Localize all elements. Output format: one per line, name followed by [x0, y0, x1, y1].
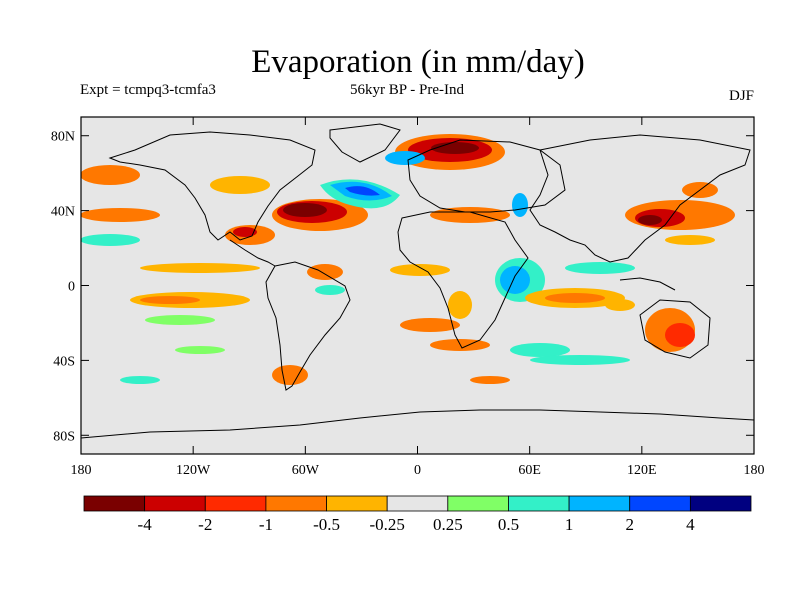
- coastline-maritime-asia: [619, 277, 676, 291]
- colorbar-swatch: [386, 495, 449, 512]
- colorbar-label: 0.5: [498, 515, 519, 534]
- colorbar-label: -0.5: [313, 515, 340, 534]
- colorbar-swatch: [568, 495, 631, 512]
- field-patch: [175, 346, 225, 354]
- period-label: 56kyr BP - Pre-Ind: [350, 82, 465, 98]
- map-background: [81, 117, 754, 454]
- lat-tick-label: 80S: [53, 429, 75, 444]
- lon-tick-label: 0: [414, 463, 421, 478]
- colorbar: -4 -2 -1 -0.5 -0.25 0.25 0.5 1 2 4: [83, 495, 752, 534]
- field-patch: [665, 235, 715, 245]
- field-patch: [307, 264, 343, 280]
- colorbar-swatch: [204, 495, 267, 512]
- field-patch: [140, 296, 200, 304]
- colorbar-label: 2: [625, 515, 634, 534]
- lat-tick-label: 40S: [53, 354, 75, 369]
- coastline-south-america: [265, 261, 351, 391]
- longitude-axis: 180 120W 60W 0 60E 120E 180: [71, 117, 765, 478]
- chart-title: Evaporation (in mm/day): [251, 44, 585, 80]
- lat-tick-label: 0: [68, 280, 75, 295]
- lat-tick-label: 80N: [51, 130, 75, 145]
- season-label: DJF: [728, 88, 754, 104]
- field-patch: [448, 291, 472, 319]
- colorbar-label: -4: [138, 515, 153, 534]
- coastline-central-america: [229, 239, 276, 267]
- colorbar-swatch: [265, 495, 327, 512]
- coastline-asia: [529, 134, 751, 263]
- experiment-label: Expt = tcmpq3-tcmfa3: [80, 82, 216, 98]
- field-patch: [385, 151, 425, 165]
- field-patch: [345, 186, 380, 196]
- lon-tick-label: 120W: [176, 463, 211, 478]
- lat-tick-label: 40N: [51, 205, 75, 220]
- field-patch: [665, 323, 695, 347]
- field-patch: [545, 293, 605, 303]
- field-patch: [605, 299, 635, 311]
- latitude-axis: 80N 40N 0 40S 80S: [51, 130, 754, 444]
- field-patch: [145, 315, 215, 325]
- field-patch: [400, 318, 460, 332]
- colorbar-swatch: [629, 495, 691, 512]
- map-plot: [81, 117, 754, 454]
- lon-tick-label: 60E: [518, 463, 541, 478]
- field-patch: [431, 142, 479, 154]
- field-patch: [233, 227, 257, 237]
- field-patch: [530, 355, 630, 365]
- colorbar-swatch: [144, 495, 206, 512]
- field-patch: [283, 203, 327, 217]
- colorbar-label: -0.25: [369, 515, 404, 534]
- field-patch: [140, 263, 260, 273]
- coastline-antarctica: [81, 409, 754, 439]
- lon-tick-label: 60W: [292, 463, 320, 478]
- coastline-africa: [397, 211, 529, 349]
- colorbar-label: -2: [198, 515, 212, 534]
- field-patch: [430, 207, 510, 223]
- colorbar-label: 0.25: [433, 515, 463, 534]
- colorbar-label: 4: [686, 515, 695, 534]
- field-patch: [512, 193, 528, 217]
- coastline-europe: [407, 139, 566, 213]
- coastline-greenland: [329, 123, 401, 163]
- colorbar-label: -1: [259, 515, 273, 534]
- field-patch: [315, 285, 345, 295]
- lon-tick-label: 120E: [627, 463, 657, 478]
- colorbar-swatch: [447, 495, 509, 512]
- coastline-australia: [639, 299, 711, 359]
- field-patch: [500, 266, 530, 294]
- coastlines: [81, 123, 754, 439]
- lon-tick-label: 180: [744, 463, 765, 478]
- field-patch: [81, 165, 140, 185]
- colorbar-swatch: [326, 495, 388, 512]
- colorbar-swatch: [83, 495, 146, 512]
- field-patch: [120, 376, 160, 384]
- field-patch: [390, 264, 450, 276]
- field-patch: [210, 176, 270, 194]
- colorbar-swatch: [689, 495, 752, 512]
- field-patch: [565, 262, 635, 274]
- field-patch: [638, 215, 662, 225]
- field-patch: [272, 365, 308, 385]
- coastline-north-america: [108, 131, 316, 241]
- field-patch: [81, 208, 160, 222]
- field-patch: [470, 376, 510, 384]
- anomaly-field: [81, 134, 735, 385]
- field-patch: [510, 343, 570, 357]
- colorbar-label: 1: [565, 515, 574, 534]
- field-patch: [81, 234, 140, 246]
- colorbar-swatch: [508, 495, 570, 512]
- lon-tick-label: 180: [71, 463, 92, 478]
